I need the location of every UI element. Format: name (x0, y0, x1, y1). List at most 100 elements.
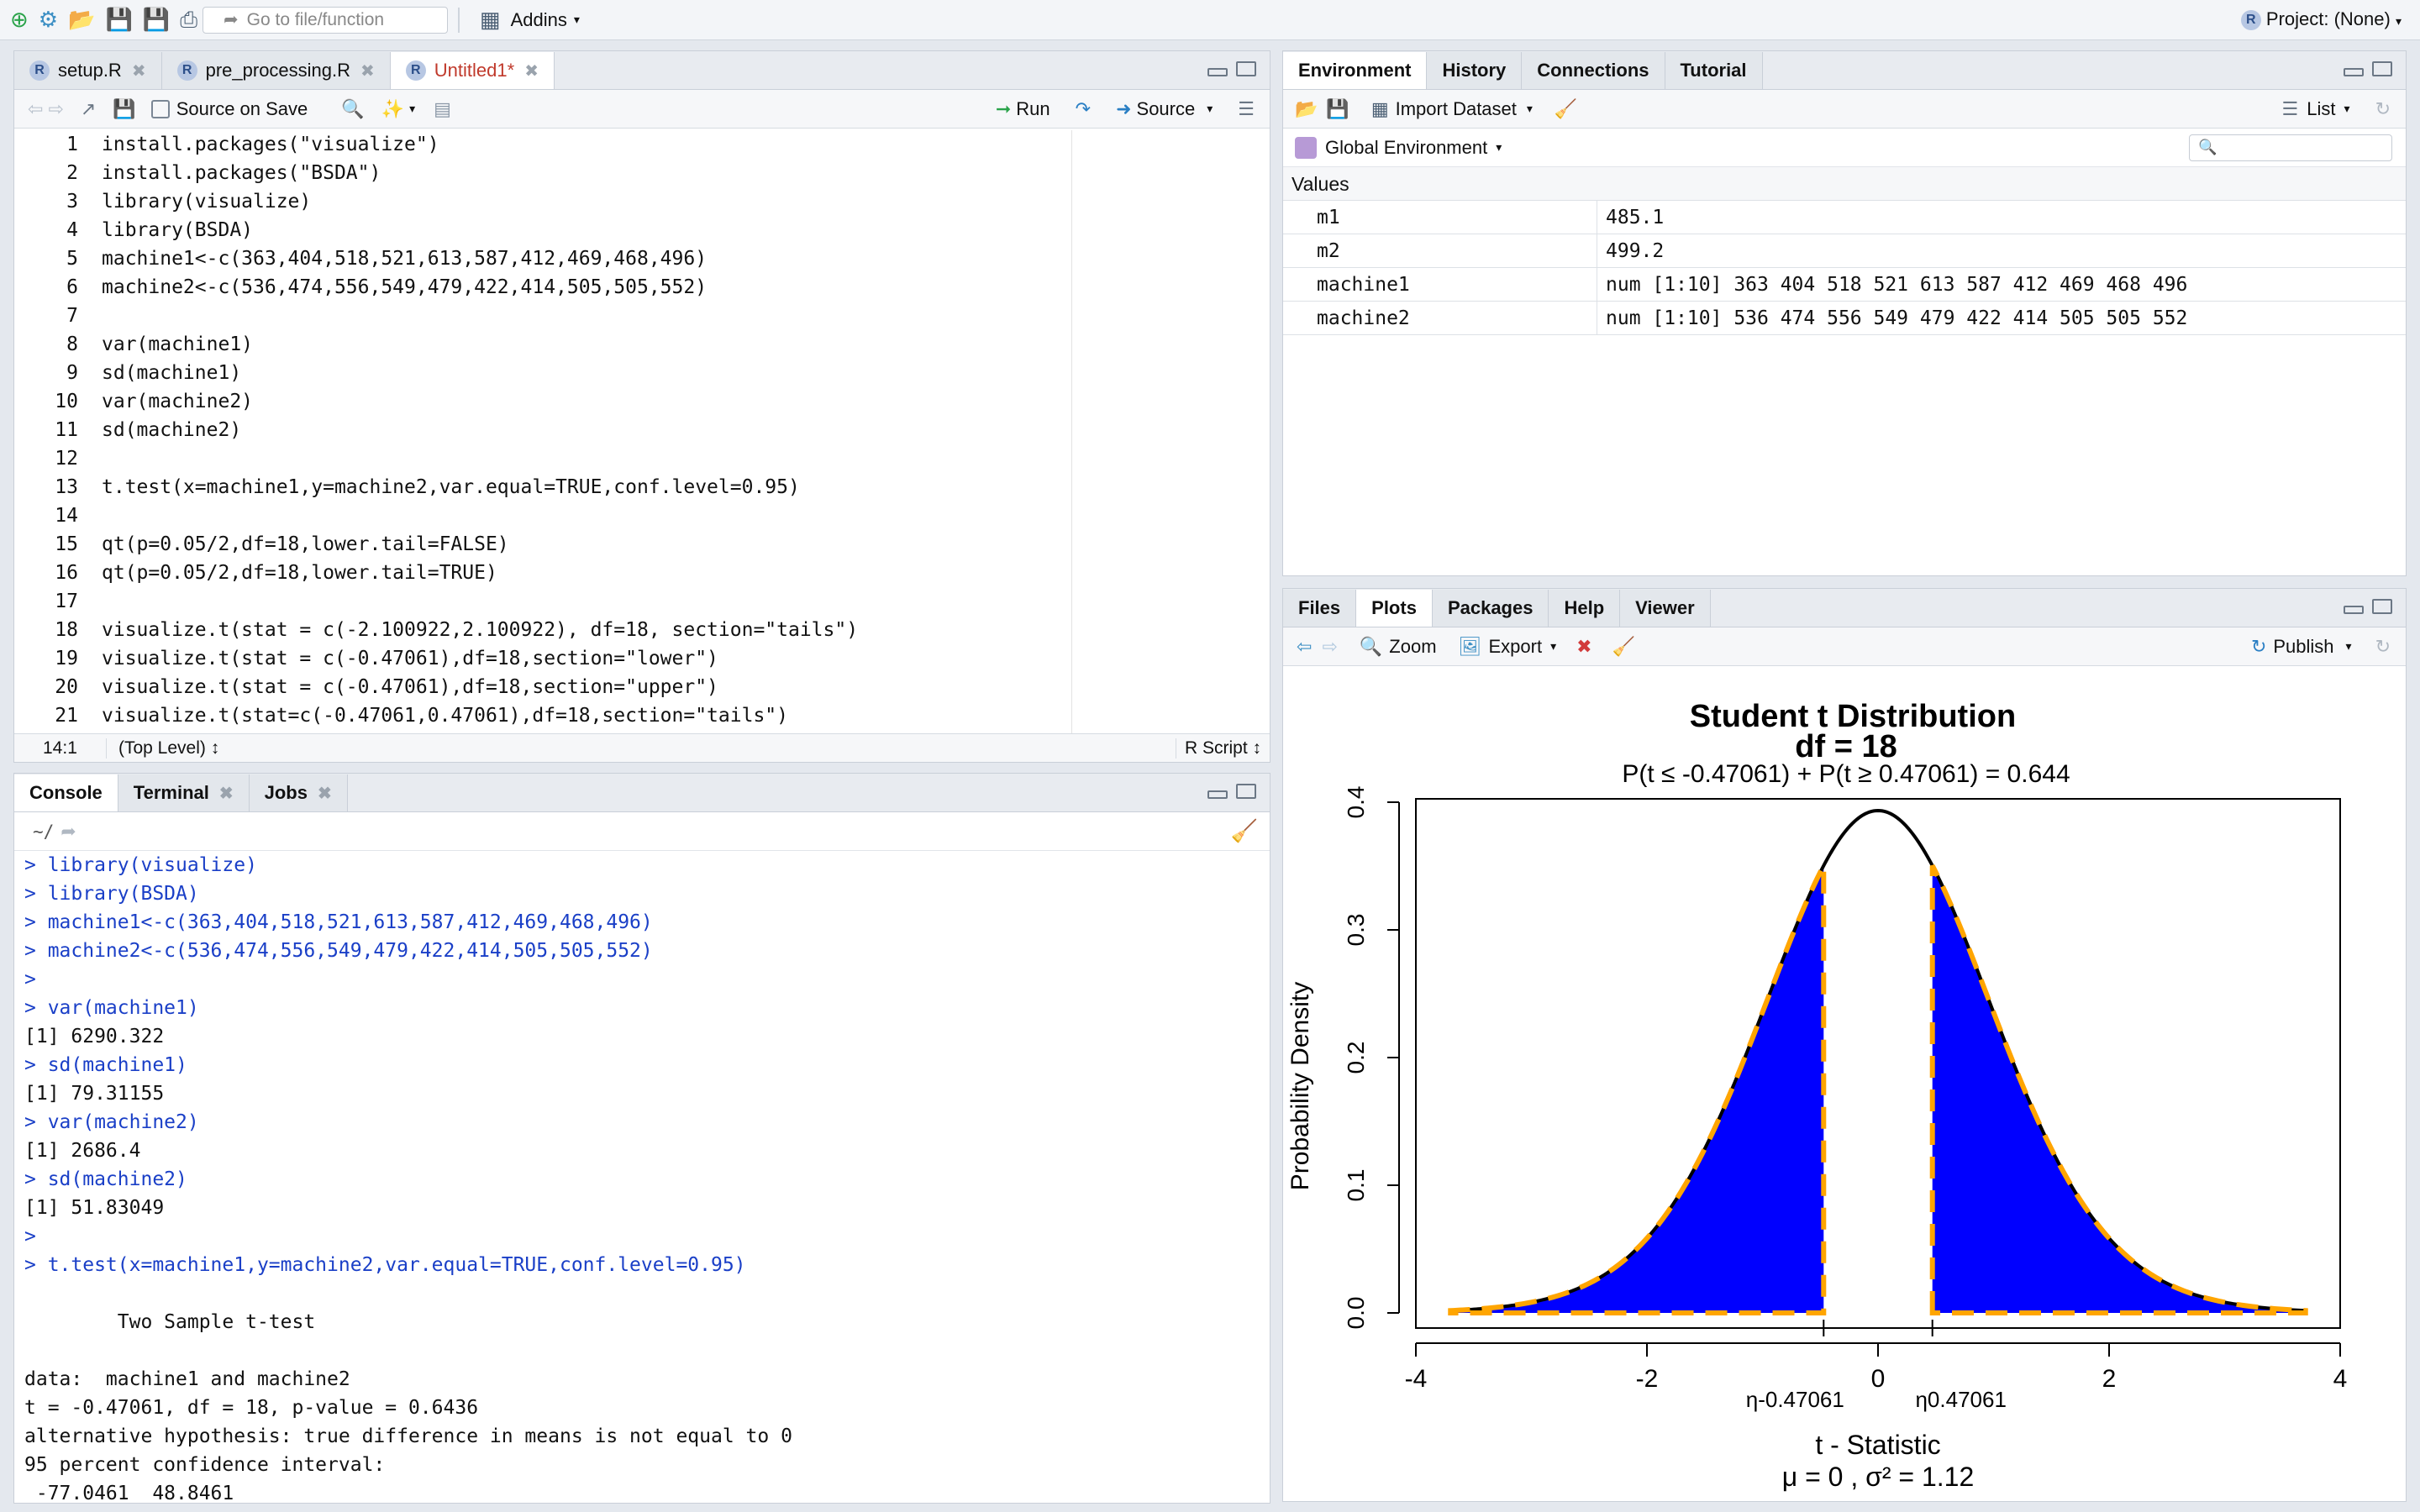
minimize-icon[interactable] (1207, 790, 1228, 799)
env-row[interactable]: m1 485.1 (1283, 200, 2406, 234)
code-line[interactable]: visualize.t(stat = c(-0.47061),df=18,sec… (102, 648, 718, 669)
outline-icon[interactable]: ☰ (1238, 97, 1255, 119)
tab-tutorial[interactable]: Tutorial (1665, 52, 1763, 89)
code-line[interactable] (102, 587, 1270, 616)
code-line[interactable]: library(BSDA) (102, 219, 254, 241)
code-line[interactable]: library(visualize) (102, 191, 312, 213)
code-line[interactable] (102, 444, 1270, 473)
grid-layout-icon[interactable]: ▦ (480, 7, 501, 32)
code-area[interactable]: install.packages("visualize") install.pac… (102, 130, 1270, 735)
close-icon[interactable]: ✖ (317, 784, 332, 803)
tab-packages[interactable]: Packages (1432, 590, 1549, 627)
list-view-menu[interactable]: ☰ List ▾ (2282, 98, 2350, 120)
zoom-button[interactable]: 🔍 Zoom (1360, 636, 1437, 658)
tab-environment[interactable]: Environment (1283, 52, 1428, 89)
tab-help[interactable]: Help (1549, 590, 1621, 627)
code-line[interactable]: sd(machine2) (102, 419, 242, 441)
maximize-icon[interactable] (2372, 599, 2392, 614)
remove-plot-icon[interactable]: ✖ (1576, 635, 1592, 657)
new-project-icon[interactable]: ⚙ (38, 7, 59, 32)
env-row[interactable]: machine2 num [1:10] 536 474 556 549 479 4… (1283, 301, 2406, 335)
file-type-selector[interactable]: R Script ↕ (1175, 738, 1270, 759)
goto-file-input[interactable]: ➦ Go to file/function (203, 6, 449, 34)
code-line[interactable]: qt(p=0.05/2,df=18,lower.tail=TRUE) (102, 562, 497, 584)
clear-plots-icon[interactable]: 🧹 (1612, 635, 1635, 657)
import-dataset-button[interactable]: ▦ Import Dataset ▾ (1371, 98, 1533, 120)
refresh-icon[interactable]: ↻ (2375, 97, 2391, 119)
save-workspace-icon[interactable]: 💾 (1326, 97, 1349, 119)
tab-label: Plots (1371, 597, 1417, 618)
close-icon[interactable]: ✖ (524, 61, 539, 81)
code-line[interactable] (102, 302, 1270, 330)
code-line[interactable]: install.packages("visualize") (102, 134, 439, 155)
close-icon[interactable]: ✖ (218, 784, 234, 803)
tab-console[interactable]: Console (14, 774, 118, 811)
maximize-icon[interactable] (2372, 61, 2392, 76)
code-line[interactable]: qt(p=0.05/2,df=18,lower.tail=FALSE) (102, 533, 509, 555)
console-output-line (24, 1336, 1270, 1365)
tab-terminal[interactable]: Terminal ✖ (118, 774, 250, 811)
export-button[interactable]: 🖼 Export ▾ (1459, 636, 1557, 658)
code-line[interactable]: sd(machine1) (102, 362, 242, 384)
save-icon[interactable]: 💾 (105, 7, 133, 32)
tab-viewer[interactable]: Viewer (1620, 590, 1711, 627)
global-environment-selector[interactable]: Global Environment ▾ (1325, 137, 1502, 159)
code-line[interactable]: var(machine2) (102, 391, 254, 412)
forward-arrow-icon[interactable]: ⇨ (48, 97, 64, 119)
close-icon[interactable]: ✖ (131, 61, 146, 81)
clear-objects-icon[interactable]: 🧹 (1554, 97, 1578, 119)
print-icon[interactable]: ⎙ (180, 6, 198, 32)
load-workspace-icon[interactable]: 📂 (1295, 97, 1318, 119)
save-icon[interactable]: 💾 (113, 97, 136, 119)
maximize-icon[interactable] (1236, 61, 1256, 76)
close-icon[interactable]: ✖ (360, 61, 375, 81)
env-row[interactable]: machine1 num [1:10] 363 404 518 521 613 5… (1283, 267, 2406, 302)
back-arrow-icon[interactable]: ⇦ (28, 97, 44, 119)
compile-report-icon[interactable]: ▤ (434, 97, 451, 119)
code-line[interactable]: var(machine1) (102, 333, 254, 355)
minimize-icon[interactable] (2344, 68, 2364, 76)
code-line[interactable]: visualize.t(stat = c(-2.100922,2.100922)… (102, 619, 859, 641)
maximize-icon[interactable] (1236, 784, 1256, 799)
tab-history[interactable]: History (1427, 52, 1523, 89)
code-line[interactable]: install.packages("BSDA") (102, 162, 381, 184)
show-in-window-icon[interactable]: ↗ (80, 97, 97, 119)
tab-files[interactable]: Files (1283, 590, 1357, 627)
minimize-icon[interactable] (2344, 606, 2364, 614)
addins-menu[interactable]: Addins (510, 8, 567, 30)
code-line[interactable]: visualize.t(stat = c(-0.47061),df=18,sec… (102, 676, 718, 698)
minimize-icon[interactable] (1207, 68, 1228, 76)
open-file-icon[interactable]: 📂 (68, 7, 96, 32)
magic-wand-icon[interactable]: ✨ (381, 97, 405, 119)
tab-untitled1[interactable]: R Untitled1* ✖ (390, 52, 555, 89)
tab-plots[interactable]: Plots (1356, 590, 1433, 627)
code-line[interactable]: t.test(x=machine1,y=machine2,var.equal=T… (102, 476, 800, 498)
run-button[interactable]: ➞ Run (996, 98, 1050, 120)
scope-selector[interactable]: (Top Level) ↕ (118, 738, 220, 758)
save-all-icon[interactable]: 💾 (142, 7, 171, 32)
next-plot-icon[interactable]: ⇨ (1322, 635, 1338, 657)
search-icon[interactable]: 🔍 (341, 97, 365, 119)
code-line[interactable]: machine2<-c(536,474,556,549,479,422,414,… (102, 276, 708, 298)
tab-label: Jobs (264, 782, 308, 803)
project-menu[interactable]: R Project: (None) ▾ (2240, 8, 2402, 31)
previous-plot-icon[interactable]: ⇦ (1297, 635, 1313, 657)
environment-search-input[interactable]: 🔍 (2189, 134, 2392, 161)
source-on-save-checkbox[interactable] (150, 99, 170, 118)
clear-console-icon[interactable]: 🧹 (1230, 818, 1258, 843)
new-file-icon[interactable]: ⊕ (10, 7, 29, 32)
rerun-icon[interactable]: ↷ (1075, 97, 1092, 119)
source-button[interactable]: ➜ Source ▾ (1116, 98, 1213, 120)
code-line[interactable]: machine1<-c(363,404,518,521,613,587,412,… (102, 248, 708, 270)
code-line[interactable] (102, 501, 1270, 530)
tab-jobs[interactable]: Jobs ✖ (249, 774, 348, 811)
tab-connections[interactable]: Connections (1522, 52, 1665, 89)
publish-button[interactable]: ↻ Publish ▾ (2251, 636, 2352, 658)
console-output[interactable]: > library(visualize) > library(BSDA) > mac… (14, 851, 1270, 1503)
env-row[interactable]: m2 499.2 (1283, 234, 2406, 268)
refresh-icon[interactable]: ↻ (2375, 635, 2391, 657)
goto-directory-icon[interactable]: ➦ (60, 820, 76, 842)
code-line[interactable]: visualize.t(stat=c(-0.47061,0.47061),df=… (102, 705, 788, 727)
